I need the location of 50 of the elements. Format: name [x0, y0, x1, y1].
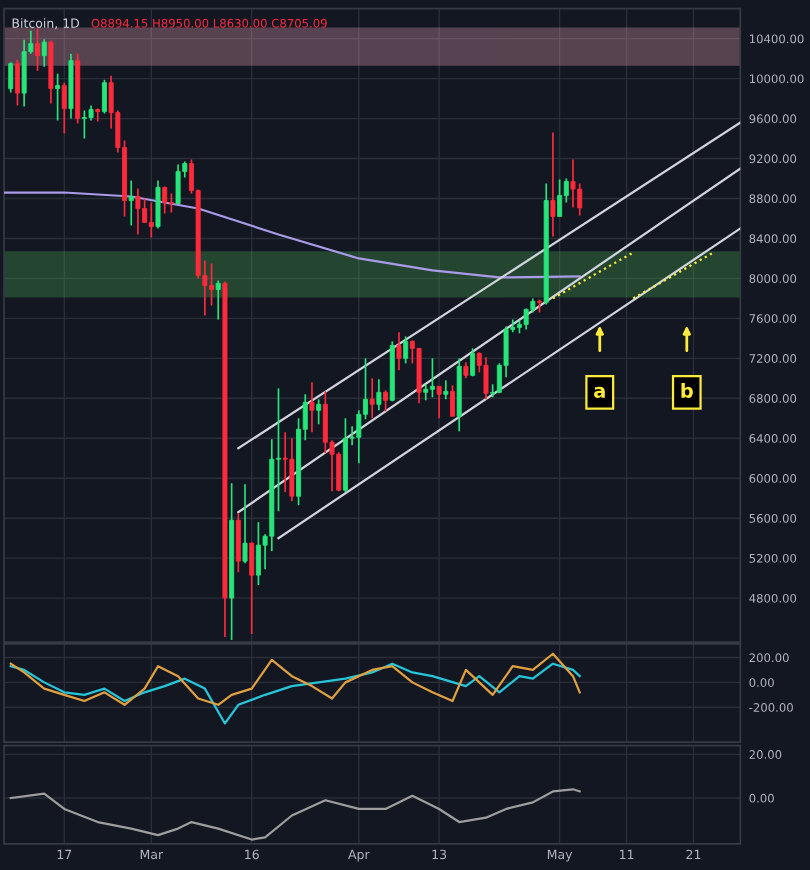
annotation: a [594, 386, 605, 398]
line-series [9, 652, 581, 706]
candlestick [175, 163, 181, 205]
line-series [9, 662, 581, 725]
candlestick [369, 377, 375, 420]
candlestick [443, 379, 449, 401]
candlestick [436, 385, 442, 420]
candlestick [242, 483, 248, 564]
candlestick [81, 109, 87, 140]
candlestick [209, 262, 215, 307]
candlestick [55, 72, 61, 122]
candlestick [255, 521, 261, 586]
candlestick [550, 131, 556, 238]
candlestick [282, 431, 288, 494]
candlestick [48, 39, 54, 105]
candlestick [309, 381, 315, 434]
candlestick [162, 185, 168, 215]
line-series [4, 191, 581, 279]
candlestick [249, 541, 255, 635]
candlestick [383, 389, 389, 413]
candlestick [396, 331, 402, 372]
candlestick [316, 398, 322, 426]
candlestick [128, 179, 134, 227]
candlestick [483, 356, 489, 401]
candlestick [155, 179, 161, 230]
candlestick [235, 512, 241, 573]
candlestick [68, 52, 74, 120]
candlestick [215, 279, 221, 321]
annotation: b [681, 382, 693, 398]
candlestick [14, 58, 20, 107]
candlestick [95, 107, 101, 123]
candlestick [101, 78, 107, 115]
candlestick [41, 38, 47, 68]
candlestick [429, 357, 435, 399]
candlestick [570, 158, 576, 209]
candlestick [61, 81, 67, 135]
candlestick [289, 437, 295, 503]
candlestick [470, 347, 476, 378]
candlestick [35, 27, 41, 72]
candlestick [557, 178, 563, 218]
candlestick [376, 378, 382, 412]
candlestick [168, 192, 174, 214]
candlestick [416, 347, 422, 405]
candlestick [135, 187, 141, 236]
candlestick [450, 384, 456, 418]
line-series [9, 788, 581, 841]
candlestick [148, 201, 154, 239]
candlestick [8, 61, 14, 94]
candlestick [403, 335, 409, 365]
candlestick [21, 38, 27, 108]
